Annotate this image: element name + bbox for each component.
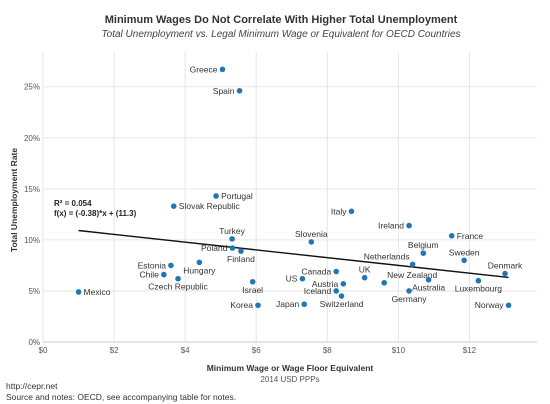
source-url: http://cepr.net <box>6 381 58 391</box>
trendline-group <box>78 229 509 279</box>
point-label: Switzerland <box>320 299 364 309</box>
point-label: Turkey <box>219 226 245 236</box>
chart-title: Minimum Wages Do Not Correlate With High… <box>105 14 458 26</box>
point-label: Belgium <box>408 240 439 250</box>
data-point <box>299 275 306 282</box>
point-label: Portugal <box>221 191 253 201</box>
y-tick-label: 15% <box>24 185 40 194</box>
point-label: Sweden <box>449 247 480 257</box>
data-point <box>333 268 340 275</box>
data-point <box>249 278 256 285</box>
x-tick-label: $4 <box>181 346 190 355</box>
point-label: France <box>457 231 484 241</box>
data-point <box>238 248 244 254</box>
data-point <box>502 270 508 277</box>
point-label: Italy <box>331 206 347 216</box>
point-label: Czech Republic <box>148 282 208 292</box>
data-point <box>236 88 243 94</box>
data-point <box>168 262 174 269</box>
data-point <box>175 275 181 282</box>
x-tick-label: $0 <box>39 346 48 355</box>
r-squared-label: R² = 0.054 <box>54 199 92 208</box>
point-label: Canada <box>301 267 331 277</box>
point-label: Slovak Republic <box>179 201 241 211</box>
x-tick-label: $12 <box>463 346 477 355</box>
point-label: Slovenia <box>295 229 328 239</box>
point-label: Estonia <box>138 260 167 270</box>
point-label: Finland <box>227 254 255 264</box>
data-point <box>348 208 355 215</box>
regression-annotation: R² = 0.054 f(x) = (-0.38)*x + (11.3) <box>54 199 137 218</box>
data-point <box>505 302 512 309</box>
point-label: New Zealand <box>387 270 437 280</box>
y-tick-label: 10% <box>24 236 40 245</box>
point-label: Mexico <box>84 287 111 297</box>
point-label: Austria <box>312 279 339 289</box>
data-point <box>229 236 235 242</box>
x-tick-label: $2 <box>110 346 119 355</box>
y-tick-label: 25% <box>24 83 40 92</box>
data-point <box>170 203 177 209</box>
x-axis-label: Minimum Wage or Wage Floor Equivalent <box>207 363 374 373</box>
point-label: Luxembourg <box>455 284 503 294</box>
data-point <box>161 271 167 278</box>
data-point <box>333 288 340 294</box>
point-label: Korea <box>230 300 253 310</box>
point-label: Iceland <box>304 286 332 296</box>
data-point <box>229 245 236 251</box>
grid <box>42 52 537 343</box>
data-point <box>255 302 261 309</box>
point-label: Hungary <box>183 265 216 275</box>
data-point <box>381 279 387 286</box>
chart-subtitle: Total Unemployment vs. Legal Minimum Wag… <box>101 29 460 40</box>
data-point <box>475 277 482 284</box>
data-point <box>338 293 345 299</box>
point-label: Denmark <box>488 261 523 271</box>
equation-label: f(x) = (-0.38)*x + (11.3) <box>54 209 137 218</box>
data-point <box>425 276 432 283</box>
data-point <box>75 289 82 295</box>
source-notes: Source and notes: OECD, see accompanying… <box>6 392 237 402</box>
point-label: UK <box>359 265 371 275</box>
point-label: Spain <box>213 86 235 96</box>
data-point <box>340 280 347 287</box>
data-point <box>196 259 203 266</box>
data-point <box>420 250 427 256</box>
data-point <box>406 288 412 294</box>
x-tick-label: $10 <box>392 346 406 355</box>
x-tick-label: $8 <box>323 346 332 355</box>
data-point <box>461 257 467 264</box>
y-tick-label: 5% <box>28 287 40 296</box>
point-label: Israel <box>242 285 263 295</box>
data-point <box>308 239 315 245</box>
axes: $0 $2 $4 $6 $8 $10 $12 0% 5% 10% 15% 20% 25% <box>24 83 537 355</box>
trendline <box>78 229 509 279</box>
point-label: US <box>286 274 298 284</box>
y-tick-label: 0% <box>28 338 40 347</box>
data-point <box>406 222 412 229</box>
x-tick-label: $6 <box>252 346 261 355</box>
point-label: Japan <box>276 299 299 309</box>
data-point <box>409 261 416 268</box>
data-point <box>219 66 226 73</box>
point-label: Netherlands <box>364 251 410 261</box>
point-label: Germany <box>392 294 428 304</box>
y-tick-label: 20% <box>24 134 40 143</box>
y-axis-label: Total Unemployment Rate <box>9 148 19 252</box>
data-point <box>361 274 368 281</box>
data-point <box>448 233 455 239</box>
point-label: Australia <box>412 283 445 293</box>
x-axis-sublabel: 2014 USD PPPs <box>260 375 319 384</box>
point-label: Ireland <box>378 221 404 231</box>
data-point <box>301 301 308 308</box>
point-label: Poland <box>201 243 228 253</box>
point-label: Greece <box>190 64 218 74</box>
point-label: Chile <box>139 270 159 280</box>
point-label: Norway <box>475 300 505 310</box>
data-point <box>213 193 219 199</box>
